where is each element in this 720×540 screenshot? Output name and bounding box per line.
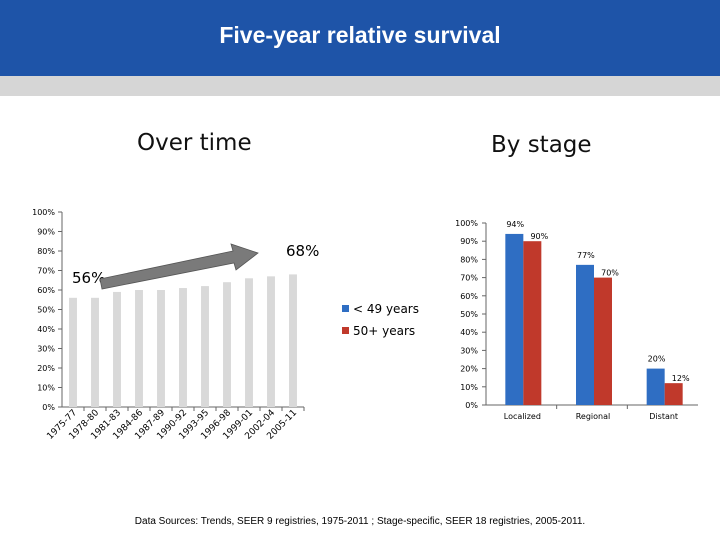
bar-1981-83 bbox=[113, 291, 121, 407]
y-tick-label: 40% bbox=[37, 325, 55, 334]
bar-1996-98 bbox=[223, 282, 231, 407]
data-label: 90% bbox=[530, 232, 548, 241]
y-tick-label: 90% bbox=[460, 237, 478, 246]
data-sources-footnote: Data Sources: Trends, SEER 9 registries,… bbox=[134, 516, 586, 527]
y-tick-label: 0% bbox=[42, 403, 55, 412]
bar-1990-92 bbox=[179, 288, 187, 407]
bar-1993-95 bbox=[201, 286, 209, 407]
category-label: Localized bbox=[504, 412, 541, 421]
y-tick-label: 30% bbox=[37, 345, 55, 354]
y-tick-label: 10% bbox=[460, 383, 478, 392]
data-label: 70% bbox=[601, 269, 619, 278]
trend-arrow bbox=[99, 243, 259, 290]
y-tick-label: 30% bbox=[460, 346, 478, 355]
legend-swatch-1 bbox=[342, 327, 349, 334]
y-tick-label: 80% bbox=[37, 247, 55, 256]
bar-Regional-0 bbox=[576, 264, 594, 405]
bar-Localized-1 bbox=[523, 241, 542, 405]
header-bar: Five-year relative survival bbox=[0, 0, 720, 96]
annotation-end: 68% bbox=[286, 242, 319, 260]
bar-1975-77 bbox=[69, 297, 77, 407]
bar-Distant-1 bbox=[664, 383, 683, 405]
bar-Distant-0 bbox=[646, 368, 665, 405]
over-time-chart: 0%10%20%30%40%50%60%70%80%90%100%1975-77… bbox=[32, 208, 319, 442]
over-time-heading: Over time bbox=[137, 130, 252, 156]
y-tick-label: 20% bbox=[37, 364, 55, 373]
y-tick-label: 60% bbox=[37, 286, 55, 295]
bar-1999-01 bbox=[245, 278, 253, 407]
y-tick-label: 0% bbox=[465, 401, 478, 410]
bar-Localized-0 bbox=[505, 233, 524, 405]
data-label: 12% bbox=[672, 374, 690, 383]
y-tick-label: 40% bbox=[460, 328, 478, 337]
legend-label-0: < 49 years bbox=[353, 302, 419, 316]
bar-1987-89 bbox=[157, 290, 165, 407]
y-tick-label: 70% bbox=[460, 274, 478, 283]
y-tick-label: 100% bbox=[455, 219, 478, 228]
y-tick-label: 80% bbox=[460, 255, 478, 264]
legend-label-1: 50+ years bbox=[353, 324, 415, 338]
y-tick-label: 70% bbox=[37, 267, 55, 276]
annotation-start: 56% bbox=[72, 269, 105, 287]
by-stage-chart: 0% 10% 20% 30% 40% 50% 60% 70% 80% 90% 100% 94% 90% L… bbox=[455, 219, 698, 421]
page-title: Five-year relative survival bbox=[219, 22, 501, 48]
header-strip bbox=[0, 76, 720, 96]
y-tick-label: 90% bbox=[37, 228, 55, 237]
data-label: 20% bbox=[648, 355, 666, 364]
bar-1984-86 bbox=[135, 290, 143, 407]
y-tick-label: 50% bbox=[37, 306, 55, 315]
bar-2002-04 bbox=[267, 276, 275, 407]
y-tick-label: 10% bbox=[37, 384, 55, 393]
category-label: Regional bbox=[576, 412, 611, 421]
bar-1978-80 bbox=[91, 297, 99, 407]
bar-2005-11 bbox=[289, 274, 297, 407]
data-label: 77% bbox=[577, 251, 595, 260]
y-tick-label: 100% bbox=[32, 208, 55, 217]
data-label: 94% bbox=[506, 220, 524, 229]
category-label: Distant bbox=[649, 412, 678, 421]
y-tick-label: 60% bbox=[460, 292, 478, 301]
y-tick-label: 50% bbox=[460, 310, 478, 319]
legend-swatch-0 bbox=[342, 305, 349, 312]
legend: < 49 years 50+ years bbox=[342, 302, 419, 338]
bar-Regional-1 bbox=[594, 277, 612, 405]
y-tick-label: 20% bbox=[460, 365, 478, 374]
by-stage-heading: By stage bbox=[491, 132, 592, 158]
